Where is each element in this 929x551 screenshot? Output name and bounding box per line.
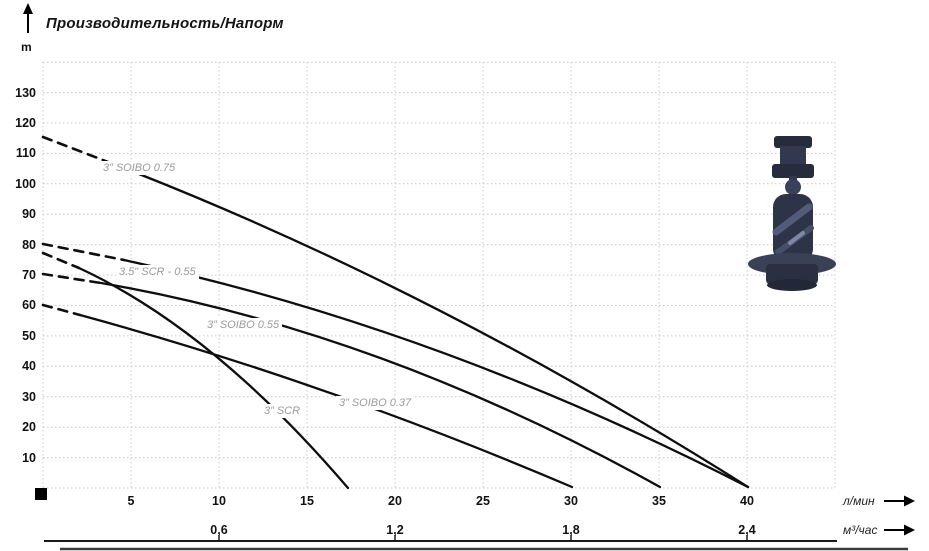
y-axis-arrow-icon xyxy=(23,3,33,33)
y-tick-label-70: 70 xyxy=(22,268,36,282)
origin-marker xyxy=(35,488,47,500)
x-axis-primary-name: л/мин xyxy=(843,494,875,508)
pump-product-image xyxy=(748,136,836,291)
x-axis-secondary-name: м³/час xyxy=(843,523,878,537)
x-tick-label-35: 35 xyxy=(652,494,666,508)
y-tick-label-80: 80 xyxy=(22,238,36,252)
curve-label-4: 3” SOIBO 0.37 xyxy=(336,396,415,410)
x-axis-secondary-arrow-icon xyxy=(884,524,915,536)
grid xyxy=(42,61,836,489)
curve-1 xyxy=(122,258,750,489)
x-tick-label-5: 5 xyxy=(127,494,135,508)
y-tick-label-10: 10 xyxy=(22,451,36,465)
curve-3 xyxy=(99,281,662,489)
curve-dashed-segment-2 xyxy=(41,251,81,270)
curve-0 xyxy=(132,170,750,489)
curve-dashed-segment-1 xyxy=(41,242,126,262)
y-tick-label-90: 90 xyxy=(22,207,36,221)
curve-2 xyxy=(77,266,350,490)
x-tick-label-40: 40 xyxy=(740,494,754,508)
y-tick-label-40: 40 xyxy=(22,359,36,373)
curve-label-3: 3” SOIBO 0.55 xyxy=(204,318,283,332)
x-secondary-tick-label: 2,4 xyxy=(738,523,756,537)
pump-curves xyxy=(41,135,750,490)
x-secondary-tick-label: 1,2 xyxy=(386,523,404,537)
x-tick-label-30: 30 xyxy=(564,494,578,508)
x-secondary-tick-label: 1,8 xyxy=(562,523,580,537)
curve-dashed-segment-3 xyxy=(41,272,103,285)
y-tick-label-110: 110 xyxy=(15,146,36,160)
chart-title: Производительность/Напорм xyxy=(46,15,284,32)
y-axis-unit-label: m xyxy=(21,40,32,54)
x-tick-label-25: 25 xyxy=(476,494,490,508)
curve-dashed-segment-4 xyxy=(41,303,82,317)
x-tick-label-10: 10 xyxy=(212,494,226,508)
y-tick-label-60: 60 xyxy=(22,298,36,312)
curve-label-0: 3” SOIBO 0.75 xyxy=(100,161,179,175)
x-tick-label-15: 15 xyxy=(300,494,314,508)
y-tick-label-130: 130 xyxy=(15,86,36,100)
x-tick-label-20: 20 xyxy=(388,494,402,508)
curve-label-1: 3.5" SCR - 0.55 xyxy=(116,265,199,279)
curve-4 xyxy=(78,313,574,489)
y-tick-label-30: 30 xyxy=(22,390,36,404)
y-tick-label-100: 100 xyxy=(15,177,36,191)
y-tick-label-120: 120 xyxy=(15,116,36,130)
x-secondary-tick-label: 0,6 xyxy=(210,523,228,537)
curve-label-2: 3” SCR xyxy=(261,404,304,418)
y-tick-label-20: 20 xyxy=(22,420,36,434)
x-axis-primary-arrow-icon xyxy=(884,495,915,507)
y-tick-label-50: 50 xyxy=(22,329,36,343)
